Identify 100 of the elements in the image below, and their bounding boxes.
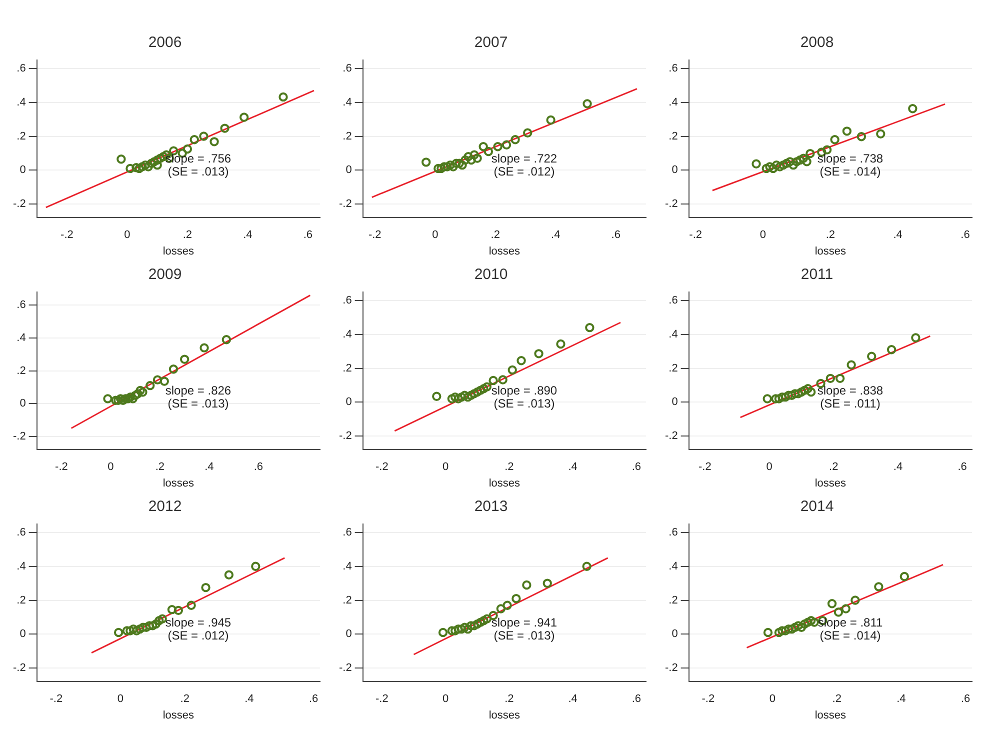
x-axis-title: losses xyxy=(162,709,195,722)
annotation: (SE = .014) xyxy=(820,164,881,179)
annotation: (SE = .012) xyxy=(494,164,555,179)
x-tick-label: .6 xyxy=(632,693,642,706)
annotation: (SE = .011) xyxy=(820,396,880,411)
x-tick-label: .4 xyxy=(568,461,578,474)
y-tick-label: .4 xyxy=(16,560,26,572)
x-tick-label: .4 xyxy=(896,693,906,706)
chart-title: 2009 xyxy=(148,266,182,284)
y-tick-label: -.2 xyxy=(338,662,352,674)
x-tick-label: .2 xyxy=(826,229,836,242)
y-tick-label: -.2 xyxy=(664,430,678,442)
x-axis-title: losses xyxy=(488,477,521,490)
y-tick-label: .2 xyxy=(342,594,352,606)
x-axis-title: losses xyxy=(488,709,521,722)
annotation: (SE = .014) xyxy=(820,628,881,643)
annotation: slope = .826 xyxy=(165,384,232,398)
x-tick-label: .2 xyxy=(182,229,192,242)
chart-title: 2007 xyxy=(474,34,508,52)
chart-title: 2010 xyxy=(474,266,508,284)
x-tick-label: .6 xyxy=(632,461,642,474)
x-tick-label: -.2 xyxy=(368,229,382,242)
chart-title: 2006 xyxy=(148,34,182,52)
x-tick-label: .6 xyxy=(960,229,970,242)
x-tick-label: .6 xyxy=(611,229,620,242)
x-tick-label: .2 xyxy=(490,229,500,242)
annotation: (SE = .013) xyxy=(494,628,555,643)
annotation: (SE = .013) xyxy=(168,164,229,179)
y-tick-label: -.2 xyxy=(664,198,678,210)
annotation: slope = .738 xyxy=(817,152,884,166)
x-tick-label: .4 xyxy=(551,229,560,242)
annotation: slope = .890 xyxy=(491,384,558,398)
chart-title: 2014 xyxy=(800,498,834,516)
x-tick-label: .4 xyxy=(204,461,214,474)
x-tick-label: .2 xyxy=(155,461,165,474)
y-tick-label: .2 xyxy=(16,130,26,142)
x-tick-label: 0 xyxy=(432,229,438,242)
y-tick-label: .6 xyxy=(668,62,678,75)
y-tick-label: .6 xyxy=(16,62,26,75)
x-tick-label: .6 xyxy=(958,461,967,474)
y-tick-label: .2 xyxy=(342,362,352,374)
y-tick-label: 0 xyxy=(672,164,678,176)
x-tick-label: .2 xyxy=(829,461,838,474)
annotation: slope = .838 xyxy=(817,384,884,398)
y-tick-label: .4 xyxy=(342,560,352,572)
y-tick-label: .4 xyxy=(342,96,352,108)
y-tick-label: .2 xyxy=(668,130,678,142)
x-tick-label: .6 xyxy=(254,461,264,474)
y-tick-label: .6 xyxy=(16,299,26,312)
y-tick-label: .6 xyxy=(342,294,352,307)
x-axis-title: losses xyxy=(488,245,521,258)
x-tick-label: .4 xyxy=(568,693,578,706)
y-tick-label: .4 xyxy=(342,328,352,340)
annotation: (SE = .013) xyxy=(168,396,229,411)
annotation: (SE = .013) xyxy=(494,396,555,411)
y-tick-label: .4 xyxy=(16,96,26,108)
y-tick-label: 0 xyxy=(346,628,352,640)
x-tick-label: 0 xyxy=(117,693,124,706)
annotation: slope = .941 xyxy=(491,616,558,630)
x-axis-title: losses xyxy=(814,245,847,258)
x-axis-title: losses xyxy=(814,709,847,722)
x-tick-label: -.2 xyxy=(689,229,702,242)
x-tick-label: 0 xyxy=(442,461,449,474)
x-tick-label: -.2 xyxy=(55,461,68,474)
x-tick-label: -.2 xyxy=(376,461,388,474)
y-tick-label: 0 xyxy=(20,628,26,640)
y-tick-label: -.2 xyxy=(12,198,26,210)
x-tick-label: .6 xyxy=(303,229,313,242)
y-tick-label: 0 xyxy=(346,396,352,408)
x-tick-label: .6 xyxy=(960,693,970,706)
x-tick-label: 0 xyxy=(124,229,130,242)
x-tick-label: -.2 xyxy=(50,693,63,706)
y-tick-label: .6 xyxy=(342,62,352,75)
y-tick-label: 0 xyxy=(20,164,26,176)
x-axis-title: losses xyxy=(162,245,195,258)
x-tick-label: .4 xyxy=(893,229,902,242)
annotation: slope = .945 xyxy=(165,616,232,630)
y-tick-label: .2 xyxy=(16,364,26,377)
x-tick-label: 0 xyxy=(760,229,766,242)
y-tick-label: 0 xyxy=(672,396,678,408)
x-tick-label: -.2 xyxy=(60,229,74,242)
x-tick-label: .2 xyxy=(504,461,514,474)
y-tick-label: .4 xyxy=(668,328,678,340)
x-axis-title: losses xyxy=(162,477,195,490)
y-tick-label: .6 xyxy=(342,526,352,539)
x-tick-label: -.2 xyxy=(702,693,715,706)
y-tick-label: 0 xyxy=(672,628,678,640)
x-tick-label: -.2 xyxy=(698,461,712,474)
y-tick-label: .2 xyxy=(668,362,678,374)
x-tick-label: 0 xyxy=(442,693,449,706)
x-tick-label: 0 xyxy=(769,693,776,706)
x-tick-label: .2 xyxy=(180,693,190,706)
y-tick-label: .2 xyxy=(342,130,352,142)
annotation: (SE = .012) xyxy=(168,628,229,643)
y-tick-label: -.2 xyxy=(338,430,352,442)
y-tick-label: 0 xyxy=(346,164,352,176)
y-tick-label: .2 xyxy=(668,594,678,606)
x-tick-label: .2 xyxy=(832,693,842,706)
chart-title: 2013 xyxy=(474,498,508,516)
x-tick-label: .4 xyxy=(244,693,254,706)
